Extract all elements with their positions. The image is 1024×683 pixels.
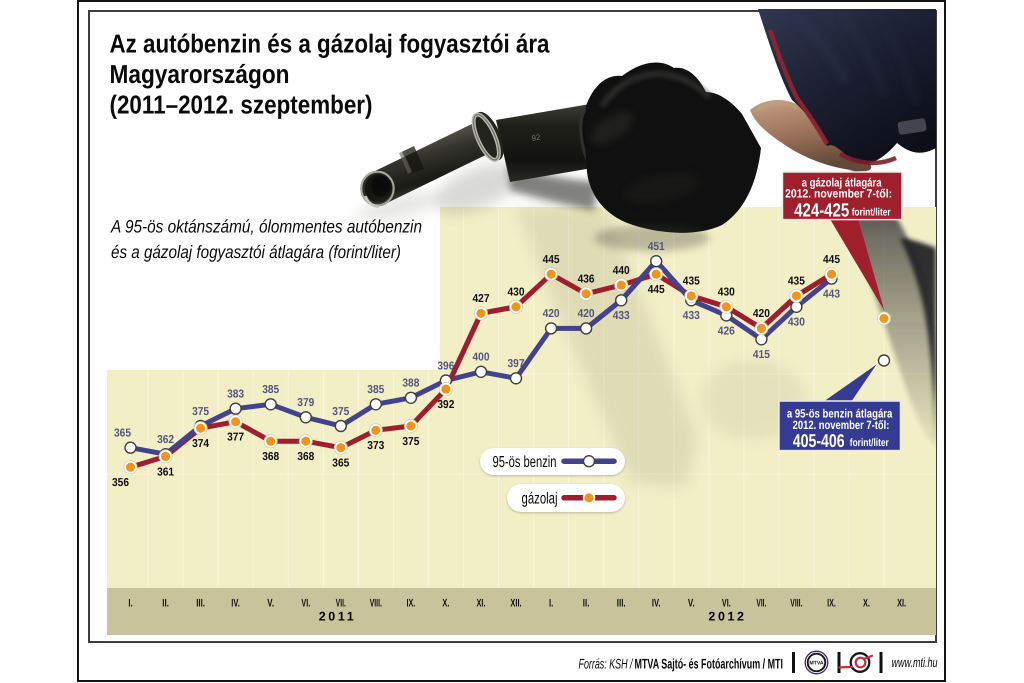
svg-text:405-406: 405-406 (793, 430, 845, 451)
svg-text:396: 396 (437, 360, 454, 372)
svg-text:Forrás: KSH /: Forrás: KSH / (579, 656, 634, 672)
svg-text:365: 365 (114, 428, 132, 440)
svg-text:IV.: IV. (652, 598, 661, 610)
svg-text:V.: V. (688, 598, 695, 610)
svg-text:a 95-ös benzin átlagára: a 95-ös benzin átlagára (787, 406, 893, 420)
svg-text:365: 365 (332, 458, 350, 470)
svg-text:433: 433 (613, 310, 630, 322)
svg-text:435: 435 (788, 276, 806, 288)
svg-text:435: 435 (683, 276, 701, 288)
svg-text:385: 385 (367, 384, 385, 396)
svg-text:385: 385 (262, 384, 280, 396)
svg-text:440: 440 (613, 265, 630, 277)
svg-text:375: 375 (402, 436, 420, 448)
svg-text:II.: II. (162, 598, 169, 610)
svg-text:A 95-ös oktánszámú, ólommentes: A 95-ös oktánszámú, ólommentes autóbenzi… (110, 217, 422, 237)
svg-text:374: 374 (192, 438, 210, 450)
svg-text:397: 397 (508, 358, 525, 370)
svg-text:2011: 2011 (319, 610, 357, 624)
svg-text:VIII.: VIII. (370, 598, 382, 610)
svg-text:379: 379 (297, 397, 314, 409)
svg-text:VII.: VII. (336, 598, 346, 610)
svg-text:VI.: VI. (301, 598, 310, 610)
svg-text:430: 430 (508, 287, 525, 299)
svg-text:XII.: XII. (510, 598, 521, 610)
svg-text:433: 433 (683, 310, 700, 322)
svg-text:400: 400 (473, 352, 490, 364)
svg-text:I.: I. (549, 598, 553, 610)
svg-text:www.mti.hu: www.mti.hu (892, 655, 938, 670)
svg-text:430: 430 (718, 287, 735, 299)
svg-text:375: 375 (192, 406, 210, 418)
svg-text:(2011–2012. szeptember): (2011–2012. szeptember) (110, 90, 373, 120)
svg-text:415: 415 (753, 349, 771, 361)
svg-text:92: 92 (531, 133, 542, 143)
svg-text:X.: X. (442, 598, 449, 610)
svg-text:420: 420 (753, 308, 770, 320)
svg-text:356: 356 (112, 477, 129, 489)
svg-text:377: 377 (227, 432, 244, 444)
svg-text:373: 373 (367, 440, 384, 452)
svg-text:451: 451 (648, 241, 666, 253)
svg-text:392: 392 (437, 399, 454, 411)
svg-text:362: 362 (157, 434, 174, 446)
svg-text:430: 430 (788, 317, 805, 329)
svg-text:426: 426 (718, 325, 735, 337)
svg-text:I.: I. (128, 598, 132, 610)
svg-text:II.: II. (583, 598, 590, 610)
svg-text:443: 443 (823, 289, 840, 301)
svg-text:424-425: 424-425 (794, 200, 849, 221)
svg-text:2012: 2012 (708, 610, 746, 624)
svg-text:2012. november 7-től:: 2012. november 7-től: (785, 187, 892, 201)
svg-text:MTVA: MTVA (809, 661, 824, 667)
svg-text:XI.: XI. (477, 598, 486, 610)
svg-text:IX.: IX. (407, 598, 416, 610)
svg-text:361: 361 (157, 466, 175, 478)
svg-text:VI.: VI. (722, 598, 731, 610)
svg-text:gázolaj: gázolaj (522, 491, 558, 508)
svg-text:III.: III. (196, 598, 205, 610)
svg-text:445: 445 (823, 254, 841, 266)
svg-text:MTVA Sajtó- és Fotóarchívum /: MTVA Sajtó- és Fotóarchívum / MTI (635, 656, 784, 672)
svg-text:és a gázolaj fogyasztói átlagá: és a gázolaj fogyasztói átlagára (forint… (111, 242, 401, 262)
svg-text:V.: V. (267, 598, 274, 610)
svg-text:420: 420 (543, 308, 560, 320)
svg-text:forint/liter: forint/liter (852, 207, 891, 219)
svg-text:VII.: VII. (756, 598, 766, 610)
svg-text:X.: X. (863, 598, 870, 610)
svg-text:445: 445 (543, 254, 561, 266)
svg-text:95-ös benzin: 95-ös benzin (493, 454, 557, 471)
svg-text:383: 383 (227, 389, 244, 401)
svg-text:VIII.: VIII. (790, 598, 802, 610)
svg-text:XI.: XI. (897, 598, 906, 610)
svg-text:Magyarországon: Magyarországon (110, 59, 290, 89)
svg-text:427: 427 (473, 293, 490, 305)
svg-text:388: 388 (402, 378, 420, 390)
svg-text:a gázolaj átlagára: a gázolaj átlagára (802, 175, 882, 189)
svg-text:III.: III. (617, 598, 626, 610)
svg-text:IV.: IV. (231, 598, 240, 610)
svg-text:368: 368 (297, 451, 315, 463)
svg-text:2012. november 7-től:: 2012. november 7-től: (793, 418, 890, 432)
svg-text:445: 445 (648, 284, 666, 296)
svg-text:IX.: IX. (827, 598, 836, 610)
svg-text:forint/liter: forint/liter (850, 437, 889, 449)
svg-text:Az autóbenzin és a gázolaj fog: Az autóbenzin és a gázolaj fogyasztói ár… (110, 29, 550, 59)
svg-text:420: 420 (578, 308, 595, 320)
svg-text:368: 368 (262, 451, 280, 463)
svg-text:375: 375 (332, 406, 350, 418)
svg-text:436: 436 (578, 274, 595, 286)
